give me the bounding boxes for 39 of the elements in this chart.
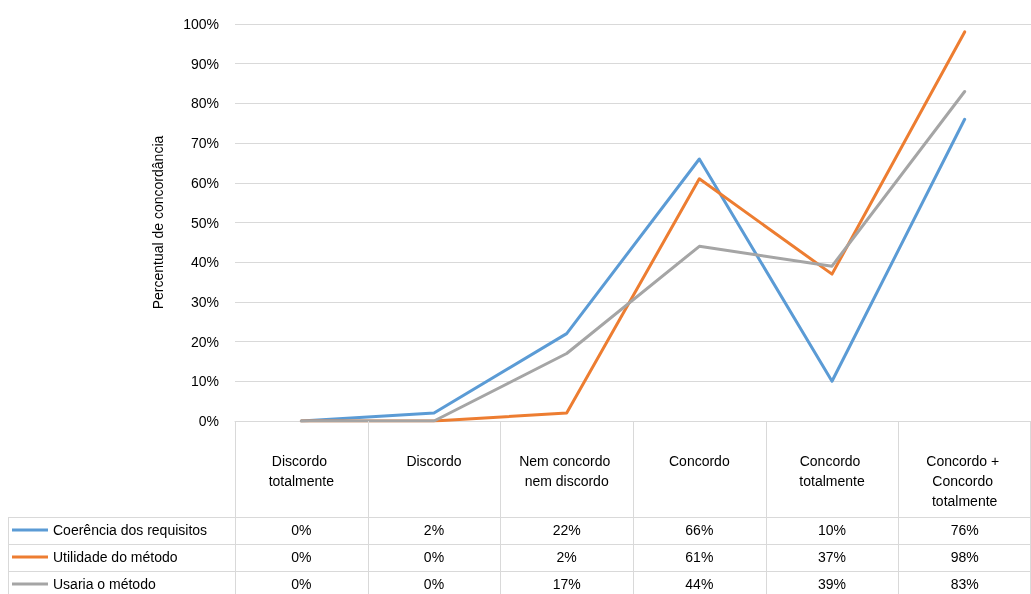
data-label: 76%: [949, 521, 980, 540]
x-tick-label: Nem concordo nem discordo: [519, 453, 615, 489]
data-label: 17%: [551, 575, 582, 594]
data-label: 10%: [816, 521, 847, 540]
y-tick-label: 70%: [190, 135, 219, 152]
x-tick-label: Concordo + Concordo totalmente: [926, 453, 1003, 509]
legend-label: Usaria o método: [53, 576, 156, 592]
data-label: 61%: [684, 548, 715, 567]
data-label: 0%: [422, 575, 446, 594]
y-tick-label: 60%: [190, 174, 219, 191]
data-label: 66%: [684, 521, 715, 540]
x-tick-label: Discordo totalmente: [268, 453, 335, 489]
y-tick-label: 20%: [190, 333, 219, 350]
x-tick-label: Concordo: [668, 453, 730, 469]
y-tick-label: 30%: [190, 293, 219, 310]
data-label: 0%: [290, 548, 313, 567]
data-label: 83%: [949, 575, 980, 594]
x-tick-label: Discordo: [406, 453, 462, 469]
y-tick-label: 10%: [190, 373, 219, 390]
data-label: 22%: [551, 521, 582, 540]
legend-label: Utilidade do método: [53, 549, 178, 565]
x-tick-label: Concordo totalmente: [799, 453, 865, 489]
data-label: 2%: [555, 548, 578, 567]
y-tick-label: 40%: [190, 254, 219, 271]
data-label: 37%: [816, 548, 847, 567]
y-tick-label: 50%: [190, 214, 219, 231]
y-tick-label: 90%: [190, 55, 219, 72]
y-tick-label: 80%: [190, 95, 219, 112]
data-label: 2%: [422, 521, 446, 540]
data-label: 0%: [290, 521, 313, 540]
data-label: 0%: [290, 575, 313, 594]
legend-label: Coerência dos requisitos: [53, 522, 208, 538]
y-axis-title: Percentual de concordância: [150, 135, 166, 310]
data-label: 98%: [949, 548, 980, 567]
data-label: 44%: [684, 575, 715, 594]
data-label: 39%: [816, 575, 847, 594]
y-tick-label: 0%: [198, 413, 219, 429]
data-label: 0%: [422, 548, 446, 567]
y-tick-label: 100%: [183, 16, 219, 32]
